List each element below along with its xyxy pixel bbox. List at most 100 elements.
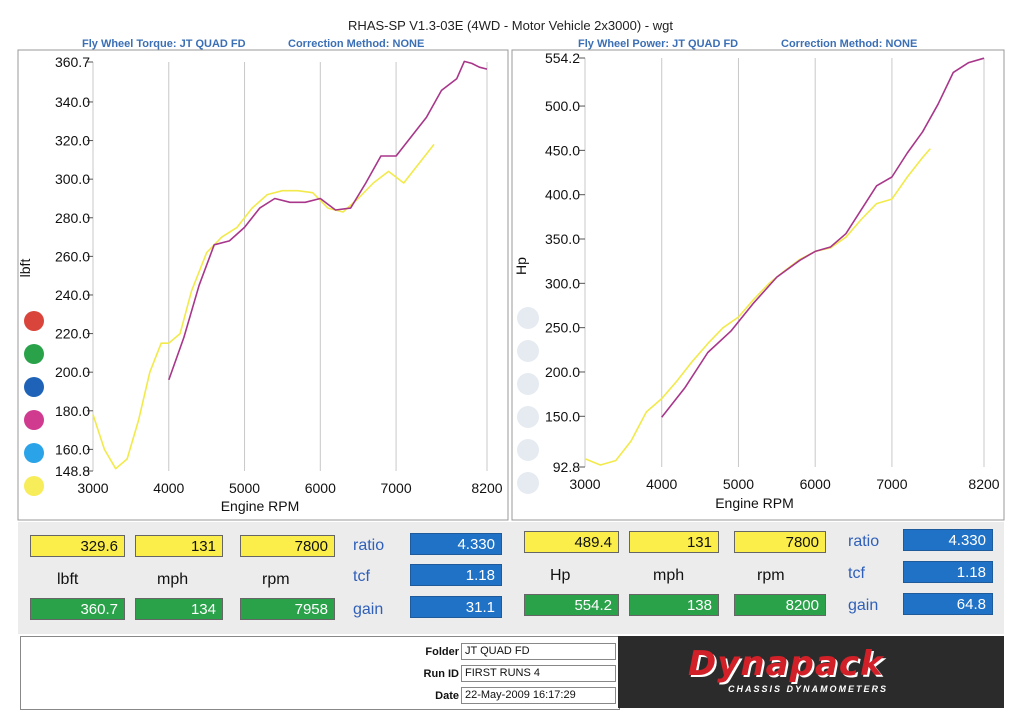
legend-dot: [24, 410, 44, 430]
y-tick-label: 160.0: [55, 441, 90, 457]
legend-dots: [24, 311, 44, 496]
x-tick-label: 4000: [646, 476, 677, 492]
left-gain-label: gain: [353, 601, 384, 618]
left-unit-lbft: lbft: [57, 571, 79, 588]
right-gain-label: gain: [848, 597, 879, 614]
folder-value: JT QUAD FD: [461, 643, 616, 660]
y-tick-label: 280.0: [55, 210, 90, 226]
left-correction-method: Correction Method: NONE: [288, 38, 425, 50]
folder-label: Folder: [425, 646, 459, 658]
power-chart: 3000 4000 5000 6000 7000 8200 554.2 500.0 450.0 4…: [513, 50, 1000, 511]
x-tick-label: 7000: [380, 480, 411, 496]
left-rpm-peak: 7958: [240, 598, 335, 620]
left-torque-current: 329.6: [30, 535, 125, 557]
y-tick-label: 220.0: [55, 326, 90, 342]
right-power-peak: 554.2: [524, 594, 619, 616]
y-tick-label: 148.8: [55, 463, 90, 479]
right-chart-frame: [511, 49, 1005, 521]
left-chart-frame: [17, 49, 509, 521]
legend-dot-faded: [517, 373, 539, 395]
x-tick-label: 3000: [569, 476, 600, 492]
left-ratio-label: ratio: [353, 537, 385, 554]
left-unit-mph: mph: [157, 571, 189, 588]
legend-dot: [24, 377, 44, 397]
y-tick-label: 200.0: [545, 364, 580, 380]
x-axis-label: Engine RPM: [715, 495, 794, 511]
legend-dot: [24, 311, 44, 331]
legend-dot: [24, 476, 44, 496]
x-tick-label: 8200: [968, 476, 999, 492]
x-tick-label: 4000: [153, 480, 184, 496]
run-id-label: Run ID: [423, 668, 459, 680]
right-correction-method: Correction Method: NONE: [781, 38, 918, 50]
right-rpm-peak: 8200: [734, 594, 826, 616]
page-title: RHAS-SP V1.3-03E (4WD - Motor Vehicle 2x…: [348, 18, 673, 33]
left-unit-rpm: rpm: [262, 571, 290, 588]
y-tick-label: 500.0: [545, 98, 580, 114]
x-tick-label: 7000: [876, 476, 907, 492]
legend-dot-faded: [517, 340, 539, 362]
left-gain-value: 31.1: [410, 596, 502, 618]
x-tick-label: 6000: [305, 480, 336, 496]
y-tick-label: 450.0: [545, 142, 580, 158]
right-tcf-label: tcf: [848, 565, 865, 582]
y-tick-label: 200.0: [55, 364, 90, 380]
date-value: 22-May-2009 16:17:29: [461, 687, 616, 704]
y-tick-label: 320.0: [55, 133, 90, 149]
series-line-run1: [661, 57, 985, 418]
y-tick-label: 180.0: [55, 403, 90, 419]
y-tick-label: 340.0: [55, 94, 90, 110]
x-tick-label: 5000: [229, 480, 260, 496]
x-tick-label: 8200: [471, 480, 502, 496]
left-chart-header: Fly Wheel Torque: JT QUAD FD: [82, 38, 246, 50]
right-legend-dots: [517, 307, 539, 494]
y-tick-label: 360.7: [55, 54, 90, 70]
right-power-current: 489.4: [524, 531, 619, 553]
left-rpm-current: 7800: [240, 535, 335, 557]
legend-dot-faded: [517, 472, 539, 494]
run-id-value: FIRST RUNS 4: [461, 665, 616, 682]
left-tcf-label: tcf: [353, 568, 370, 585]
logo-subtitle: CHASSIS DYNAMOMETERS: [728, 684, 889, 694]
right-chart-header: Fly Wheel Power: JT QUAD FD: [578, 38, 739, 50]
left-speed-current: 131: [135, 535, 223, 557]
right-unit-hp: Hp: [550, 567, 571, 584]
left-torque-peak: 360.7: [30, 598, 125, 620]
y-tick-label: 554.2: [545, 50, 580, 66]
y-tick-label: 92.8: [553, 459, 580, 475]
right-ratio-label: ratio: [848, 533, 880, 550]
right-gain-value: 64.8: [903, 593, 993, 615]
left-ratio-value: 4.330: [410, 533, 502, 555]
x-tick-label: 3000: [77, 480, 108, 496]
dynapack-logo: Dynapack CHASSIS DYNAMOMETERS: [618, 636, 1004, 708]
right-tcf-value: 1.18: [903, 561, 993, 583]
y-tick-label: 300.0: [545, 275, 580, 291]
x-tick-label: 6000: [800, 476, 831, 492]
y-tick-label: 400.0: [545, 187, 580, 203]
legend-dot-faded: [517, 406, 539, 428]
series-line-run2: [584, 148, 931, 466]
right-ratio-value: 4.330: [903, 529, 993, 551]
left-speed-peak: 134: [135, 598, 223, 620]
legend-dot: [24, 443, 44, 463]
left-tcf-value: 1.18: [410, 564, 502, 586]
right-unit-rpm: rpm: [757, 567, 785, 584]
right-unit-mph: mph: [653, 567, 685, 584]
right-speed-peak: 138: [629, 594, 719, 616]
y-axis-label: Hp: [513, 257, 529, 275]
legend-dot: [24, 344, 44, 364]
y-axis-label: lbft: [17, 259, 33, 278]
y-tick-label: 150.0: [545, 408, 580, 424]
x-axis-label: Engine RPM: [221, 498, 300, 514]
torque-chart: 3000 4000 5000 6000 7000 8200 360.7 340.0 320.0 3…: [17, 54, 503, 514]
date-label: Date: [435, 690, 459, 702]
right-rpm-current: 7800: [734, 531, 826, 553]
y-tick-label: 250.0: [545, 320, 580, 336]
right-speed-current: 131: [629, 531, 719, 553]
legend-dot-faded: [517, 307, 539, 329]
y-tick-label: 240.0: [55, 287, 90, 303]
logo-wordmark: Dynapack: [688, 644, 884, 684]
run-info-box: Folder JT QUAD FD Run ID FIRST RUNS 4 Da…: [20, 636, 620, 710]
y-tick-label: 350.0: [545, 231, 580, 247]
